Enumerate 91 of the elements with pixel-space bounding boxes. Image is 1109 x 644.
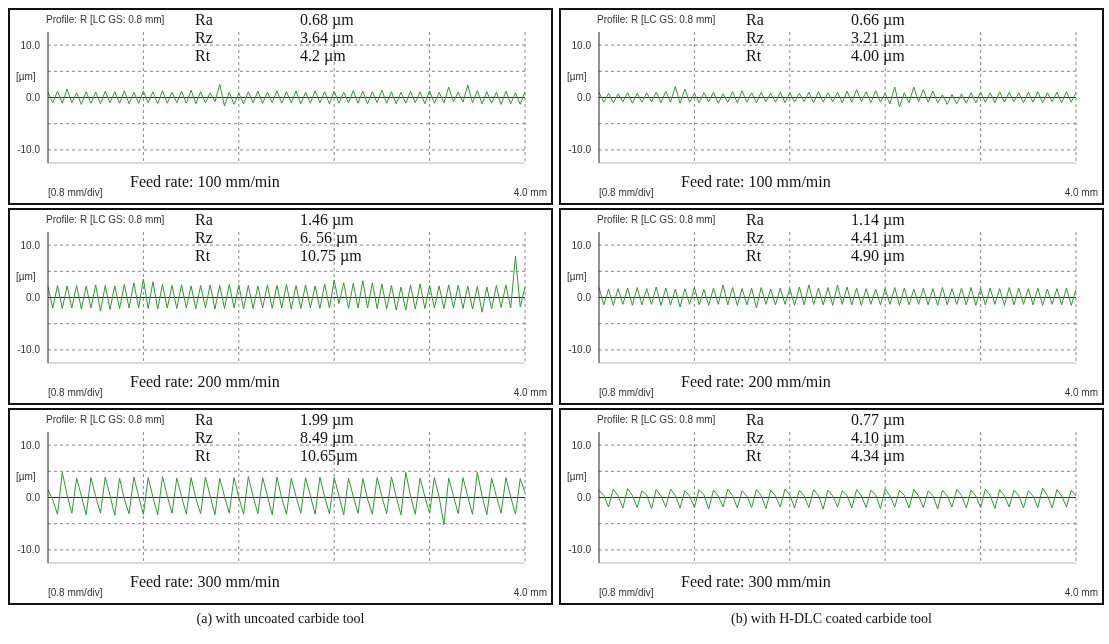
text: Feed rate: 100 mm/min [130,173,280,191]
x-axis-title: [0.8 mm/div] [48,187,103,198]
y-tick-label: -10.0 [568,344,592,356]
chart-title: Profile: R [LC GS: 0.8 mm] [597,14,716,25]
y-tick-label: 10.0 [20,239,41,251]
annotation: Rt [746,447,762,465]
text: Feed rate: 300 mm/min [130,573,280,591]
text: 4.0 mm [513,587,547,598]
y-tick-label: -10.0 [17,144,41,156]
y-axis-title: [µm] [567,71,587,83]
annotation: 3.64 µm [300,29,354,47]
annotation: 10.65µm [300,447,358,465]
annotation: Rt [195,47,211,65]
line-series [598,86,1077,108]
text: 4.0 mm [513,387,547,398]
annotation: 4.00 µm [851,47,905,65]
y-tick-label: 0.0 [577,492,592,504]
annotation: Rz [195,429,213,447]
text: 4.0 mm [1064,587,1098,598]
y-axis-title: [µm] [567,471,587,483]
text: (a) with uncoated carbide tool [195,611,366,627]
line-series [47,83,526,107]
text: Feed rate: 100 mm/min [681,173,831,191]
y-tick-label: 10.0 [571,439,592,451]
annotation: 4.34 µm [851,447,905,465]
text: Ra [746,11,764,29]
text: Ra [746,211,764,229]
text: Ra [746,411,764,429]
x-axis-title: [0.8 mm/div] [599,387,654,398]
x-axis-title: [0.8 mm/div] [48,387,103,398]
y-axis-title: [µm] [16,471,36,483]
annotation: Rz [746,429,764,447]
annotation: 4.2 µm [300,47,346,65]
annotation: Rt [746,247,762,265]
annotation: 8.49 µm [300,429,354,447]
y-tick-label: 0.0 [577,292,592,304]
text: Ra [195,211,213,229]
text: 0.77 µm [851,411,905,429]
y-tick-label: -10.0 [568,144,592,156]
annotation: 4.41 µm [851,229,905,247]
annotation: Rt [195,247,211,265]
annotation: 4.90 µm [851,247,905,265]
text: Ra [195,11,213,29]
line-series [47,471,526,526]
chart-title: Profile: R [LC GS: 0.8 mm] [46,14,165,25]
y-tick-label: 0.0 [26,92,41,104]
annotation: 4.10 µm [851,429,905,447]
text: Feed rate: 200 mm/min [681,373,831,391]
text: Feed rate: 300 mm/min [681,573,831,591]
annotation: Rz [746,229,764,247]
y-tick-label: 0.0 [577,92,592,104]
x-axis-title: [0.8 mm/div] [48,587,103,598]
text: 1.99 µm [300,411,354,429]
annotation: Rz [195,29,213,47]
text: 4.0 mm [1064,187,1098,198]
annotation: 6. 56 µm [300,229,358,247]
chart-title: Profile: R [LC GS: 0.8 mm] [46,414,165,425]
y-axis-title: [µm] [16,271,36,283]
chart-title: Profile: R [LC GS: 0.8 mm] [46,214,165,225]
y-axis-title: [µm] [16,71,36,83]
x-axis-title: [0.8 mm/div] [599,187,654,198]
annotation: Rt [746,47,762,65]
text: (b) with H-DLC coated carbide tool [730,611,933,627]
y-axis-title: [µm] [567,271,587,283]
text: Feed rate: 200 mm/min [130,373,280,391]
y-tick-label: 0.0 [26,492,41,504]
chart-title: Profile: R [LC GS: 0.8 mm] [597,414,716,425]
text: 1.46 µm [300,211,354,229]
x-axis-title: [0.8 mm/div] [599,587,654,598]
y-tick-label: 10.0 [20,439,41,451]
text: 4.0 mm [513,187,547,198]
y-tick-label: -10.0 [568,544,592,556]
annotation: Rt [195,447,211,465]
y-tick-label: 10.0 [571,39,592,51]
text: Ra [195,411,213,429]
text: 4.0 mm [1064,387,1098,398]
y-tick-label: 10.0 [571,239,592,251]
annotation: Rz [195,229,213,247]
line-series [598,487,1077,510]
annotation: Rz [746,29,764,47]
y-tick-label: 10.0 [20,39,41,51]
line-series [598,284,1077,309]
y-tick-label: -10.0 [17,344,41,356]
text: 0.66 µm [851,11,905,29]
annotation: 10.75 µm [300,247,362,265]
y-tick-label: -10.0 [17,544,41,556]
y-tick-label: 0.0 [26,292,41,304]
chart-title: Profile: R [LC GS: 0.8 mm] [597,214,716,225]
text: 1.14 µm [851,211,905,229]
annotation: 3.21 µm [851,29,905,47]
text: 0.68 µm [300,11,354,29]
